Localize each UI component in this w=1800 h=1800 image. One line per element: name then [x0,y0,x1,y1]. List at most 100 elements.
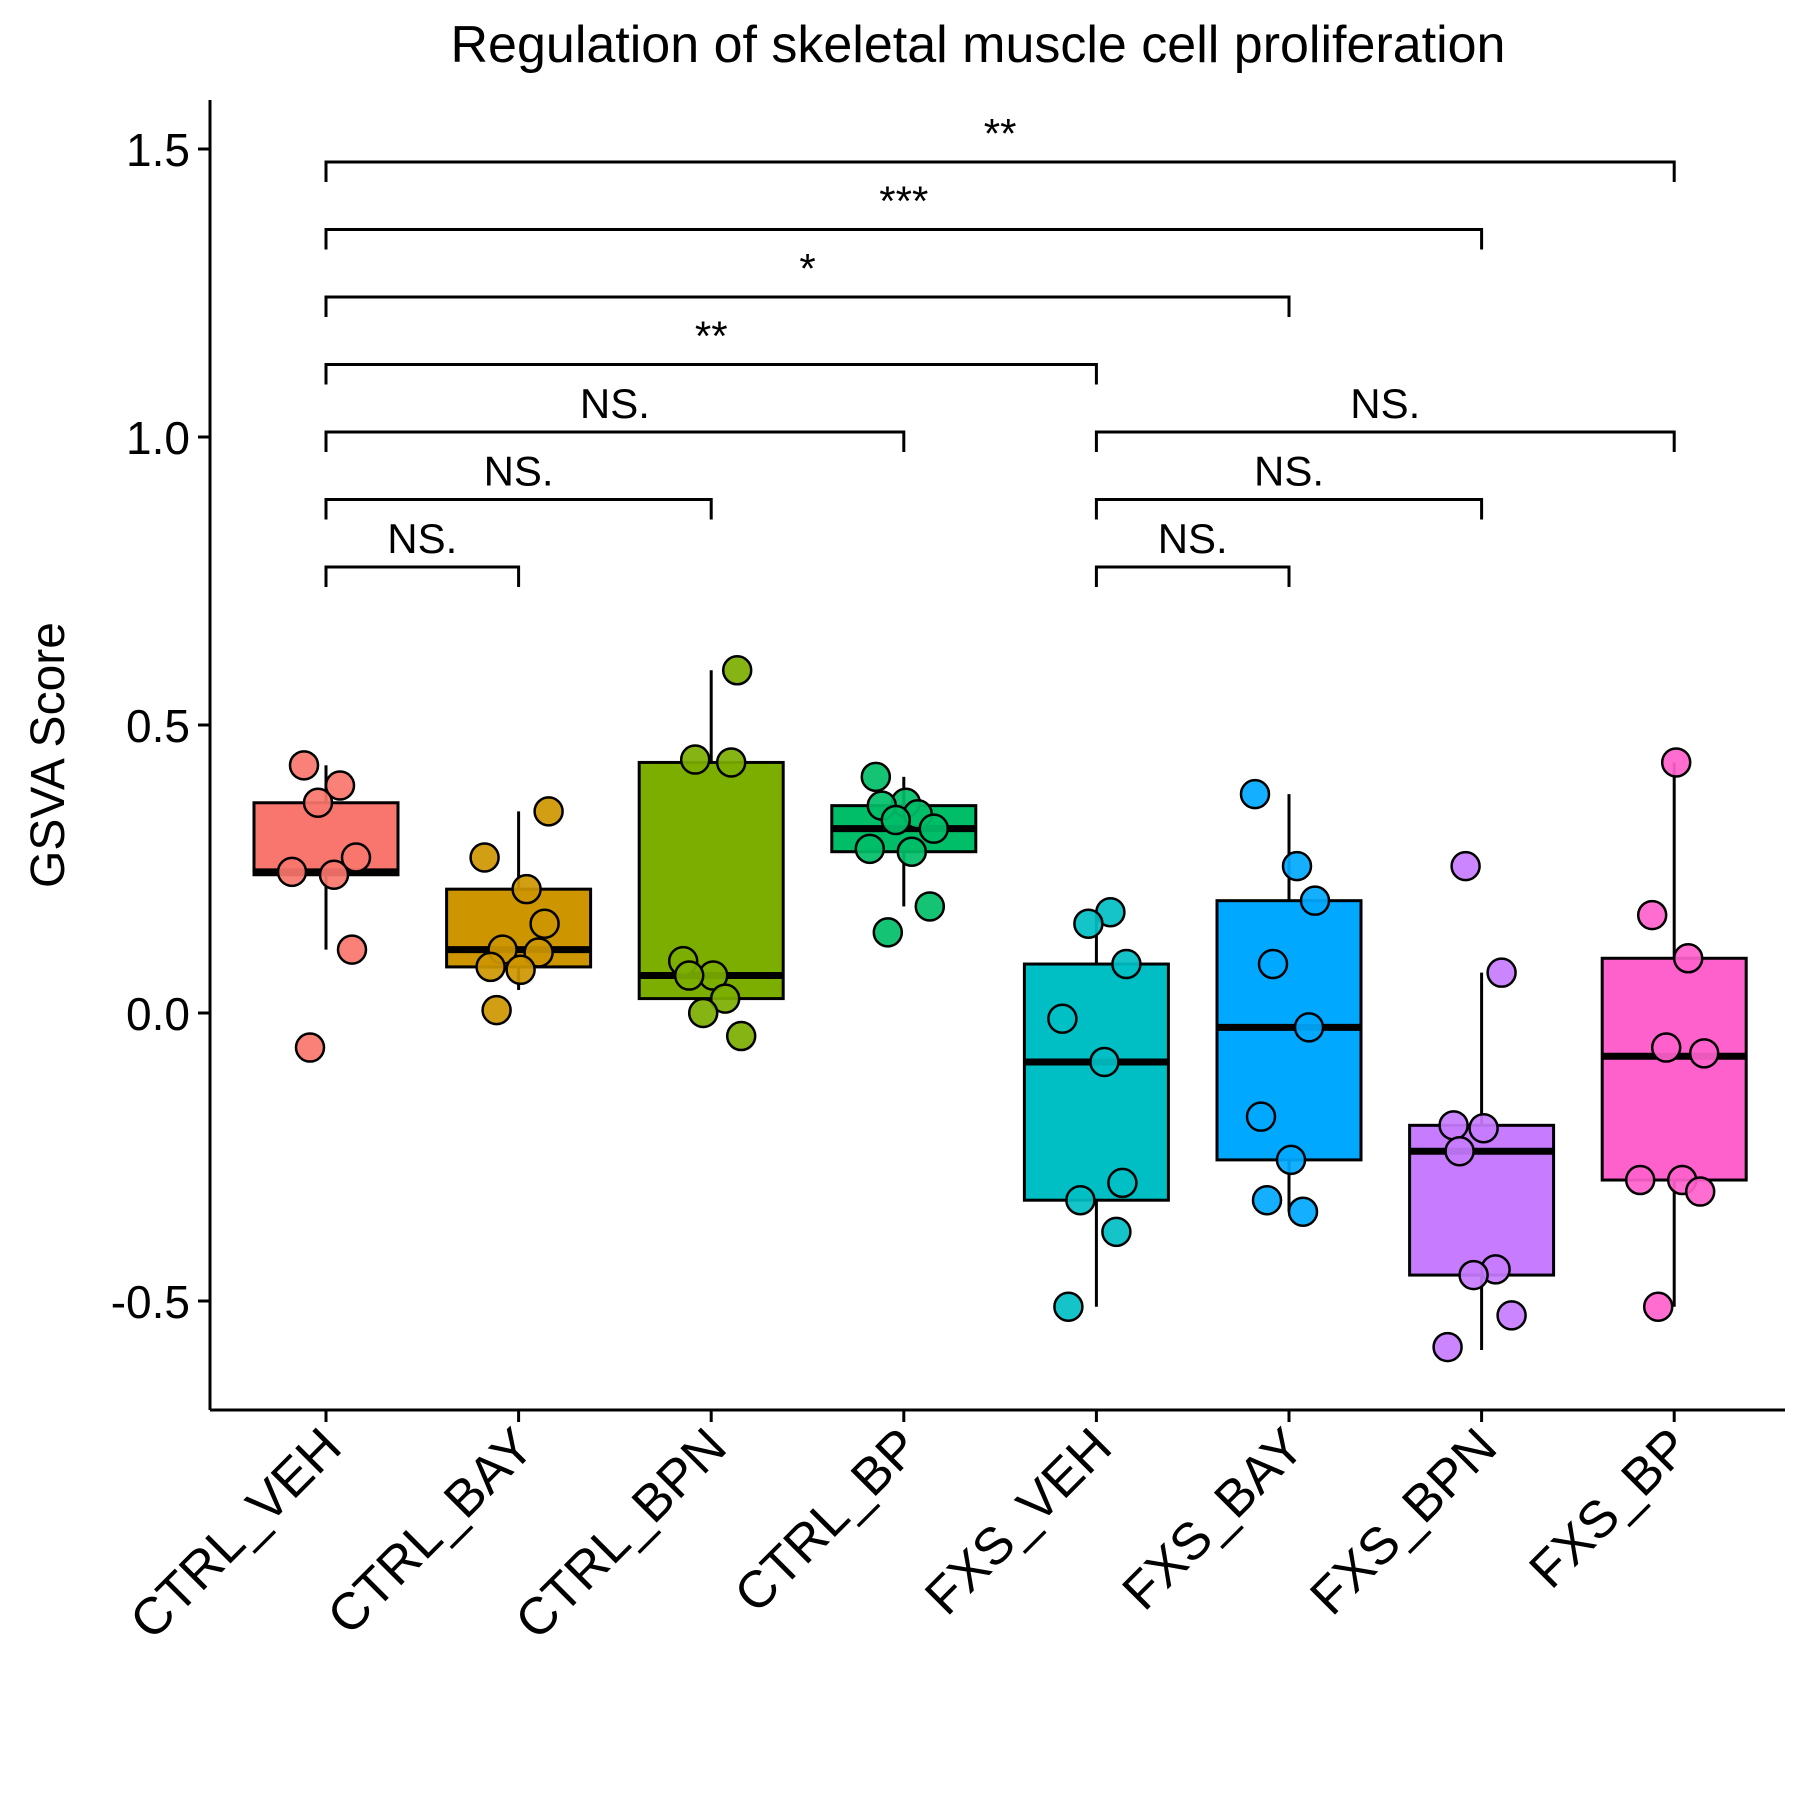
data-point [1287,1196,1319,1227]
data-point [1245,1101,1277,1132]
significance-brackets: NS.NS.NS.********NS.NS.NS. [324,110,1676,587]
box-group [637,670,785,1001]
data-point [1468,1112,1499,1144]
bracket-line [324,430,906,452]
data-point [469,842,500,873]
significance-label: ** [695,313,728,360]
box [1600,956,1748,1182]
y-axis: -0.5 0.0 0.5 1.0 1.5 [111,100,212,1410]
x-tick-label: CTRL_VEH [119,1417,352,1650]
data-point [880,804,912,836]
significance-bracket: NS. [1094,448,1484,520]
data-point [1047,1003,1078,1035]
data-point [1684,1176,1716,1207]
bracket-line [324,565,521,587]
data-point [715,747,747,778]
data-point [1293,1012,1325,1043]
box-group [1022,912,1170,1307]
x-tick-label: CTRL_BP [724,1417,931,1624]
significance-bracket: ** [324,313,1098,385]
data-point [481,994,512,1026]
data-point [679,744,711,775]
data-point [475,951,506,983]
data-point [860,761,892,793]
boxes-layer [252,670,1748,1350]
significance-label: NS. [580,380,650,427]
data-point [1624,1164,1656,1196]
data-point [324,770,356,801]
data-point [1053,1291,1084,1323]
box-group [1215,794,1363,1212]
significance-label: NS. [1350,380,1420,427]
x-tick-label: FXS_BAY [1112,1417,1316,1621]
bracket-line [324,228,1484,250]
significance-bracket: * [324,245,1291,317]
bracket-line [1094,498,1484,520]
data-point [1073,908,1104,939]
data-point [1458,1259,1489,1291]
data-point [687,997,719,1029]
data-point [1239,778,1271,810]
significance-bracket: *** [324,178,1484,250]
data-point [511,873,542,905]
data-point [533,796,564,827]
data-point [302,787,334,819]
data-point [276,856,308,888]
data-point [1281,850,1313,882]
bracket-line [1094,430,1676,452]
bracket-line [324,160,1676,182]
data-point [1299,885,1331,916]
data-point [1065,1184,1096,1216]
box [1022,962,1170,1202]
significance-bracket: NS. [324,380,906,452]
points-layer [276,655,1720,1363]
data-point [1101,1216,1132,1248]
x-tick-label: FXS_BPN [1299,1417,1508,1626]
data-point [1444,1135,1475,1167]
data-point [340,842,372,873]
data-point [1636,899,1668,931]
significance-bracket: NS. [1094,380,1676,452]
y-axis-label: GSVA Score [22,622,75,888]
data-point [1688,1038,1720,1069]
x-axis: CTRL_VEHCTRL_BAYCTRL_BPNCTRL_BPFXS_VEHFX… [119,1408,1785,1651]
data-point [725,1020,757,1052]
data-point [918,813,950,844]
data-point [673,960,705,991]
data-point [288,750,320,781]
significance-label: NS. [1254,448,1324,495]
significance-bracket: ** [324,110,1676,182]
data-point [294,1032,326,1063]
bracket-line [324,363,1098,385]
data-point [529,908,560,939]
data-point [872,917,904,948]
data-point [1107,1167,1138,1199]
x-tick-label: FXS_BP [1519,1417,1701,1599]
data-point [1111,948,1142,980]
data-point [854,833,886,865]
significance-label: * [799,245,815,292]
y-tick-label: 1.5 [126,124,190,176]
significance-bracket: NS. [324,515,521,587]
box-group [1408,972,1556,1350]
data-point [1257,948,1289,980]
data-point [1089,1046,1120,1078]
data-point [336,934,368,965]
significance-label: NS. [484,448,554,495]
bracket-line [324,498,713,520]
y-tick-label: 1.0 [126,412,190,464]
significance-label: ** [984,110,1017,157]
data-point [914,891,946,922]
data-point [1496,1300,1527,1331]
data-point [1251,1184,1283,1216]
significance-label: NS. [387,515,457,562]
data-point [318,859,350,891]
bracket-line [324,295,1291,317]
y-tick-label: -0.5 [111,1276,190,1328]
data-point [1672,943,1704,974]
data-point [1438,1110,1469,1141]
y-tick-label: 0.5 [126,700,190,752]
significance-label: *** [879,178,928,225]
data-point [896,836,928,867]
